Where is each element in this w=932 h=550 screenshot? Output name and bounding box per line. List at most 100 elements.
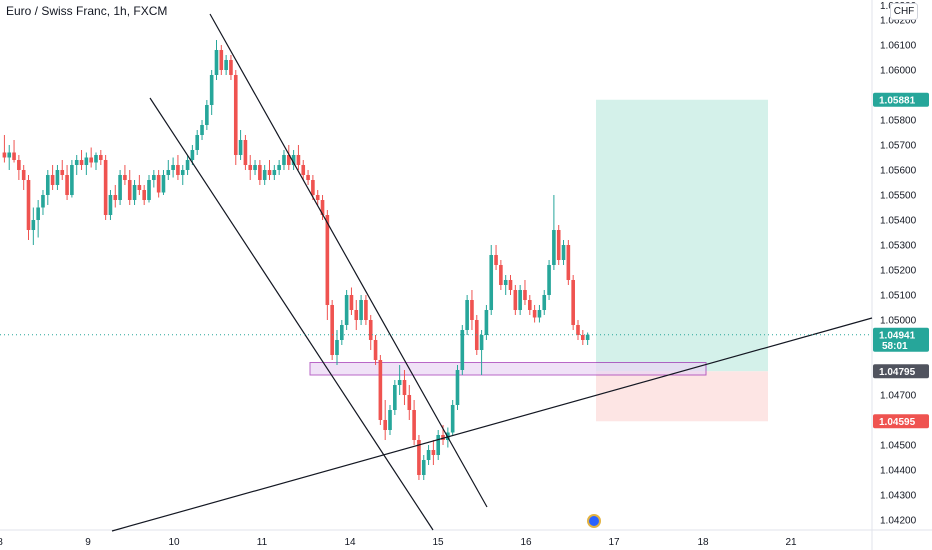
candle-body <box>267 170 272 175</box>
price-tick-label: 1.05100 <box>880 291 917 302</box>
stop-price-tag-bg <box>873 414 929 429</box>
time-tick-label: 15 <box>432 537 444 548</box>
candle-body <box>373 340 378 360</box>
candle-body <box>31 220 36 230</box>
candle-body <box>561 245 566 260</box>
candle-body <box>118 175 122 200</box>
candle-body <box>508 280 513 290</box>
candle-body <box>585 334 590 340</box>
candle-body <box>99 155 103 160</box>
candle-body <box>335 340 339 355</box>
candle-body <box>556 230 561 260</box>
candle-body <box>190 150 195 160</box>
candle-body <box>330 305 334 355</box>
candle-body <box>180 170 185 175</box>
chart-title: Euro / Swiss Franc, 1h, FXCM <box>6 4 168 18</box>
time-tick-label: 14 <box>344 537 356 548</box>
candle-body <box>306 175 310 180</box>
price-tick-label: 1.05200 <box>880 266 917 277</box>
candle-body <box>41 195 45 208</box>
candle-body <box>576 325 580 335</box>
candle-body <box>123 175 127 180</box>
candle-body <box>224 60 228 70</box>
candle-body <box>518 290 522 310</box>
candle-body <box>523 290 527 300</box>
candle-body <box>325 215 330 305</box>
candle-body <box>209 75 214 105</box>
candle-body <box>36 207 40 220</box>
candle-body <box>161 175 166 193</box>
candle-body <box>17 160 21 170</box>
candle-body <box>50 175 55 185</box>
candle-body <box>70 165 74 195</box>
candle-body <box>349 295 354 310</box>
candle-body <box>455 370 460 405</box>
candle-body <box>407 395 412 410</box>
price-tick-label: 1.06200 <box>880 16 917 27</box>
candle-body <box>195 135 200 150</box>
candle-body <box>258 165 262 180</box>
price-tick-label: 1.05500 <box>880 191 917 202</box>
price-tick-label: 1.05400 <box>880 216 917 227</box>
candle-body <box>26 180 31 230</box>
candle-body <box>21 170 26 180</box>
target-price-tag-bg <box>873 92 929 107</box>
candle-body <box>359 300 363 320</box>
candle-body <box>460 330 465 370</box>
candle-body <box>412 410 416 440</box>
candle-body <box>147 180 151 200</box>
event-marker-icon <box>589 516 599 526</box>
candle-body <box>142 190 146 200</box>
candle-body <box>542 295 547 310</box>
candle-body <box>532 310 537 318</box>
candle-body <box>426 450 431 460</box>
time-tick-label: 18 <box>697 537 709 548</box>
candle-body <box>484 310 489 335</box>
time-tick-label: 8 <box>0 537 3 548</box>
candle-body <box>494 255 498 265</box>
candle-body <box>132 185 137 200</box>
candle-body <box>354 310 359 320</box>
candle-body <box>311 180 315 195</box>
candle-body <box>450 405 455 433</box>
currency-button[interactable]: CHF <box>890 3 918 20</box>
candle-body <box>489 255 494 310</box>
target-price-tag: 1.05881 <box>879 95 916 106</box>
candle-body <box>74 160 79 165</box>
time-tick-label: 16 <box>520 537 532 548</box>
candle-body <box>214 50 219 75</box>
price-tick-label: 1.04200 <box>880 516 917 527</box>
candle-body <box>229 60 233 75</box>
support-zone-box <box>309 362 707 376</box>
candle-body <box>397 380 402 385</box>
candle-body <box>436 435 441 455</box>
descending-channel-upper <box>209 13 488 508</box>
price-tick-label: 1.04300 <box>880 491 917 502</box>
candle-body <box>60 170 65 175</box>
candle-body <box>470 300 474 320</box>
candles-group <box>2 40 590 480</box>
candle-body <box>388 410 392 430</box>
candle-body <box>431 450 436 455</box>
candle-body <box>2 152 7 158</box>
time-tick-label: 10 <box>168 537 180 548</box>
candle-body <box>417 440 421 475</box>
candle-body <box>503 280 508 285</box>
candle-body <box>364 300 368 320</box>
price-tick-label: 1.04700 <box>880 391 917 402</box>
candle-body <box>465 300 469 330</box>
price-tick-label: 1.05000 <box>880 316 917 327</box>
candle-body <box>238 140 243 155</box>
candle-body <box>79 160 84 165</box>
candle-body <box>383 420 387 430</box>
price-tick-label: 1.05300 <box>880 241 917 252</box>
candle-body <box>156 175 161 193</box>
entry-price-tag: 1.04795 <box>879 367 916 378</box>
candle-body <box>7 152 12 158</box>
candle-body <box>315 195 320 200</box>
candle-body <box>243 140 248 165</box>
countdown-label: 58:01 <box>882 341 908 352</box>
candle-body <box>55 170 60 185</box>
candle-body <box>171 165 175 170</box>
